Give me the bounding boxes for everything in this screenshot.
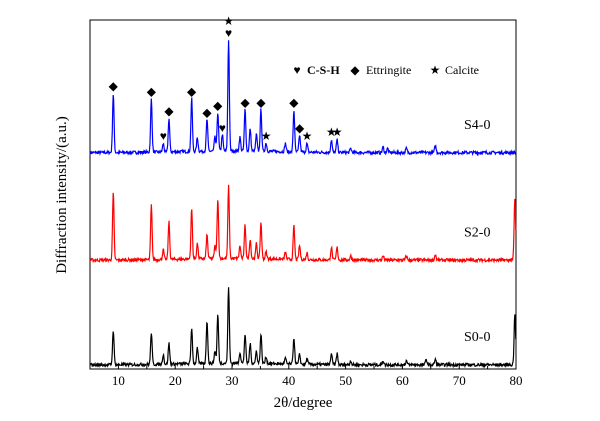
diamond-marker: ◆ (289, 96, 299, 110)
heart-marker: ♥ (219, 121, 226, 135)
diamond-marker: ◆ (109, 79, 119, 93)
star-marker: ★ (302, 129, 313, 143)
diamond-marker: ◆ (256, 96, 266, 110)
star-marker: ★ (223, 14, 234, 28)
series-label: S4-0 (464, 118, 490, 133)
series-label: S2-0 (464, 225, 490, 240)
series-line-s4-0 (89, 40, 517, 157)
legend-label-star: Calcite (445, 63, 479, 77)
plot-frame (89, 19, 517, 370)
x-tick-label: 40 (282, 373, 295, 388)
x-tick-label: 50 (339, 373, 352, 388)
series-traces (89, 40, 517, 369)
x-tick-label: 30 (226, 373, 239, 388)
diamond-marker: ◆ (295, 121, 305, 135)
legend: ♥ C-S-H ◆ Ettringite ★ Calcite (293, 63, 479, 77)
series-labels: S4-0 S2-0 S0-0 (464, 118, 490, 345)
x-axis-label: 2θ/degree (274, 395, 333, 411)
series-line-s0-0 (89, 287, 517, 369)
x-tick-label: 60 (396, 373, 409, 388)
diamond-marker: ◆ (213, 99, 223, 113)
star-marker: ★ (332, 125, 343, 139)
legend-label-heart: C-S-H (307, 63, 340, 77)
diamond-marker: ◆ (240, 96, 250, 110)
diamond-marker: ◆ (187, 85, 197, 99)
diamond-marker: ◆ (202, 106, 212, 120)
x-tick-label: 20 (169, 373, 182, 388)
x-axis-ticks: 10 20 30 40 50 60 70 80 (89, 364, 523, 388)
x-tick-label: 10 (112, 373, 125, 388)
legend-label-diamond: Ettringite (366, 63, 411, 77)
heart-icon: ♥ (293, 63, 300, 77)
x-tick-label: 80 (510, 373, 523, 388)
x-tick-label: 70 (453, 373, 466, 388)
star-marker: ★ (326, 125, 337, 139)
series-label: S0-0 (464, 330, 490, 345)
star-icon: ★ (430, 63, 441, 77)
phase-markers: ◆ ◆♥◆◆◆ ◆♥♥★◆ ◆★◆◆★ ★★ (109, 14, 343, 143)
diamond-marker: ◆ (164, 104, 174, 118)
diamond-icon: ◆ (350, 63, 360, 77)
diamond-marker: ◆ (147, 85, 157, 99)
heart-marker: ♥ (160, 129, 167, 143)
series-line-s2-0 (89, 184, 517, 264)
y-axis-label: Diffraction intensity/(a.u.) (54, 116, 70, 274)
heart-marker: ♥ (225, 26, 232, 40)
star-marker: ★ (261, 129, 272, 143)
